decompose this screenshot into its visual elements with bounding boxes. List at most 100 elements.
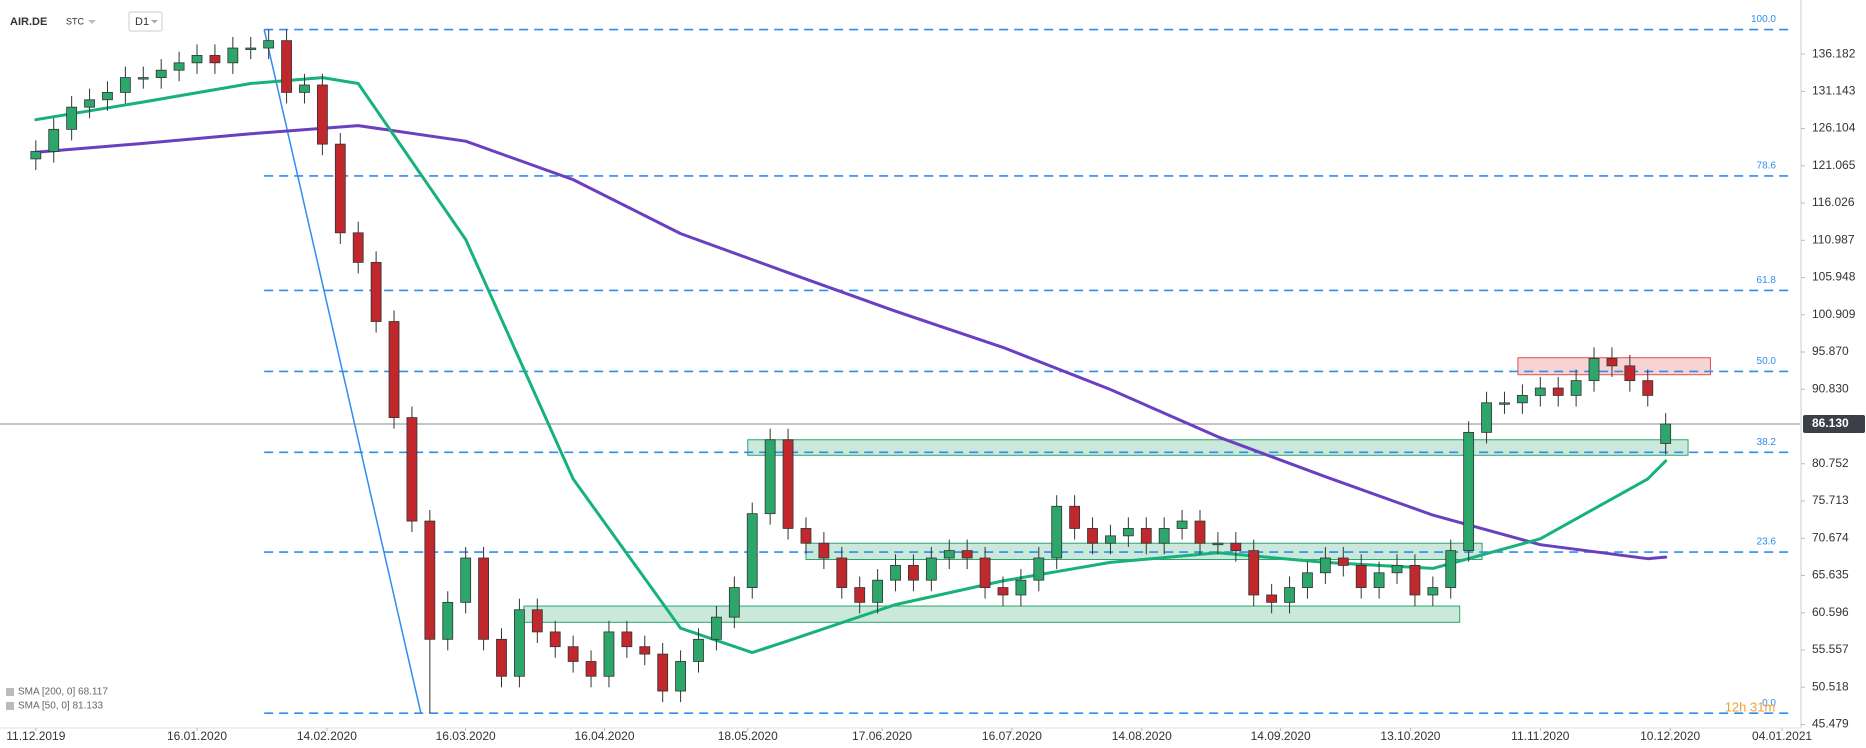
- candle-body: [1516, 395, 1528, 404]
- candle-body: [209, 55, 221, 64]
- x-tick-label: 11.12.2019: [6, 729, 65, 743]
- candle-body: [1266, 594, 1278, 603]
- y-tick-label: 50.518: [1812, 679, 1849, 693]
- candle-body: [764, 439, 776, 515]
- timeframe[interactable]: D1: [135, 16, 149, 28]
- candle-body: [1606, 358, 1618, 367]
- candle-body: [102, 91, 113, 101]
- y-tick-label: 45.479: [1812, 717, 1849, 731]
- candle-body: [1552, 387, 1564, 396]
- candle-body: [30, 151, 42, 160]
- source: STC: [66, 16, 85, 26]
- candle-body: [1033, 557, 1045, 581]
- y-tick-label: 131.143: [1812, 84, 1856, 98]
- zone: [747, 439, 1689, 456]
- y-tick-label: 55.557: [1812, 642, 1849, 656]
- candle-body: [1660, 423, 1672, 444]
- symbol: AIR.DE: [10, 16, 47, 28]
- candle-body: [1302, 572, 1313, 588]
- candle-body: [800, 528, 812, 544]
- candle-body: [1158, 528, 1170, 544]
- candle-body: [1337, 557, 1349, 566]
- candle-body: [1427, 587, 1439, 596]
- last-price-tag: [1803, 415, 1865, 434]
- candle-body: [66, 106, 78, 130]
- candle-body: [191, 55, 203, 64]
- fib-level-label: 50.0: [1757, 356, 1777, 367]
- y-tick-label: 70.674: [1812, 530, 1849, 544]
- candle-body: [1194, 520, 1206, 544]
- y-tick-label: 126.104: [1812, 121, 1856, 135]
- y-tick-label: 110.987: [1812, 232, 1855, 246]
- candle-body: [1069, 505, 1081, 529]
- legend-icon: [6, 702, 14, 710]
- candle-body: [1051, 505, 1063, 559]
- candle-body: [1212, 542, 1224, 546]
- candle-body: [1570, 380, 1582, 396]
- countdown: 12h 31m: [1725, 699, 1776, 714]
- candle-body: [925, 557, 937, 581]
- source-dropdown-arrow[interactable]: [88, 20, 96, 24]
- candle-body: [854, 587, 866, 603]
- candle-body: [334, 143, 346, 234]
- candle-body: [746, 513, 758, 588]
- candle-body: [496, 638, 507, 677]
- y-tick-label: 95.870: [1812, 344, 1849, 358]
- x-tick-label: 17.06.2020: [852, 729, 912, 743]
- candle-body: [836, 557, 848, 588]
- candle-body: [1499, 402, 1510, 405]
- candle-body: [460, 557, 472, 603]
- candle-body: [263, 40, 275, 49]
- candle-body: [1176, 520, 1188, 529]
- timeframe-arrow[interactable]: [151, 20, 158, 24]
- candle-body: [442, 601, 454, 640]
- legend-label: SMA [50, 0] 81.133: [18, 701, 103, 712]
- candle-body: [1122, 528, 1134, 537]
- timeframe-box[interactable]: [128, 11, 163, 32]
- fib-level-label: 23.6: [1757, 537, 1777, 548]
- candle-body: [388, 321, 400, 418]
- candle-body: [693, 638, 704, 662]
- x-tick-label: 18.05.2020: [718, 729, 778, 743]
- candle-body: [1319, 557, 1331, 574]
- candle-body: [84, 99, 95, 108]
- candle-body: [1105, 535, 1116, 544]
- candle-body: [782, 439, 794, 529]
- y-tick-label: 80.752: [1812, 456, 1849, 470]
- fib-level-label: 0.0: [1762, 698, 1776, 709]
- x-tick-label: 10.12.2020: [1640, 729, 1700, 743]
- candle-body: [245, 47, 257, 50]
- legend-label: SMA [200, 0] 68.117: [18, 687, 108, 698]
- candle-body: [1391, 565, 1403, 574]
- x-tick-label: 11.11.2020: [1511, 729, 1570, 743]
- candle-body: [48, 128, 60, 152]
- y-tick-label: 90.830: [1812, 381, 1849, 395]
- candle-body: [406, 417, 418, 522]
- candle-body: [1248, 550, 1260, 596]
- candle-body: [549, 631, 561, 648]
- zone: [523, 605, 1461, 623]
- candle-body: [997, 587, 1009, 596]
- candle-body: [299, 84, 310, 93]
- y-tick-label: 121.065: [1812, 158, 1856, 172]
- candle-body: [316, 84, 328, 145]
- y-tick-label: 136.182: [1812, 46, 1856, 60]
- candle-body: [1409, 565, 1421, 596]
- candle-body: [424, 520, 436, 640]
- candle-body: [675, 661, 686, 692]
- y-tick-label: 60.596: [1812, 605, 1849, 619]
- candle-body: [728, 587, 740, 618]
- y-tick-label: 75.713: [1812, 493, 1849, 507]
- candle-body: [352, 232, 364, 263]
- candle-body: [979, 557, 991, 588]
- candle-body: [137, 77, 149, 80]
- candle-body: [603, 631, 615, 677]
- candle-body: [1445, 550, 1457, 588]
- x-tick-label: 16.03.2020: [436, 729, 496, 743]
- candle-body: [657, 653, 669, 692]
- candle-body: [943, 550, 955, 559]
- candle-body: [818, 542, 830, 559]
- y-tick-label: 65.635: [1812, 568, 1849, 582]
- candle-body: [567, 646, 579, 662]
